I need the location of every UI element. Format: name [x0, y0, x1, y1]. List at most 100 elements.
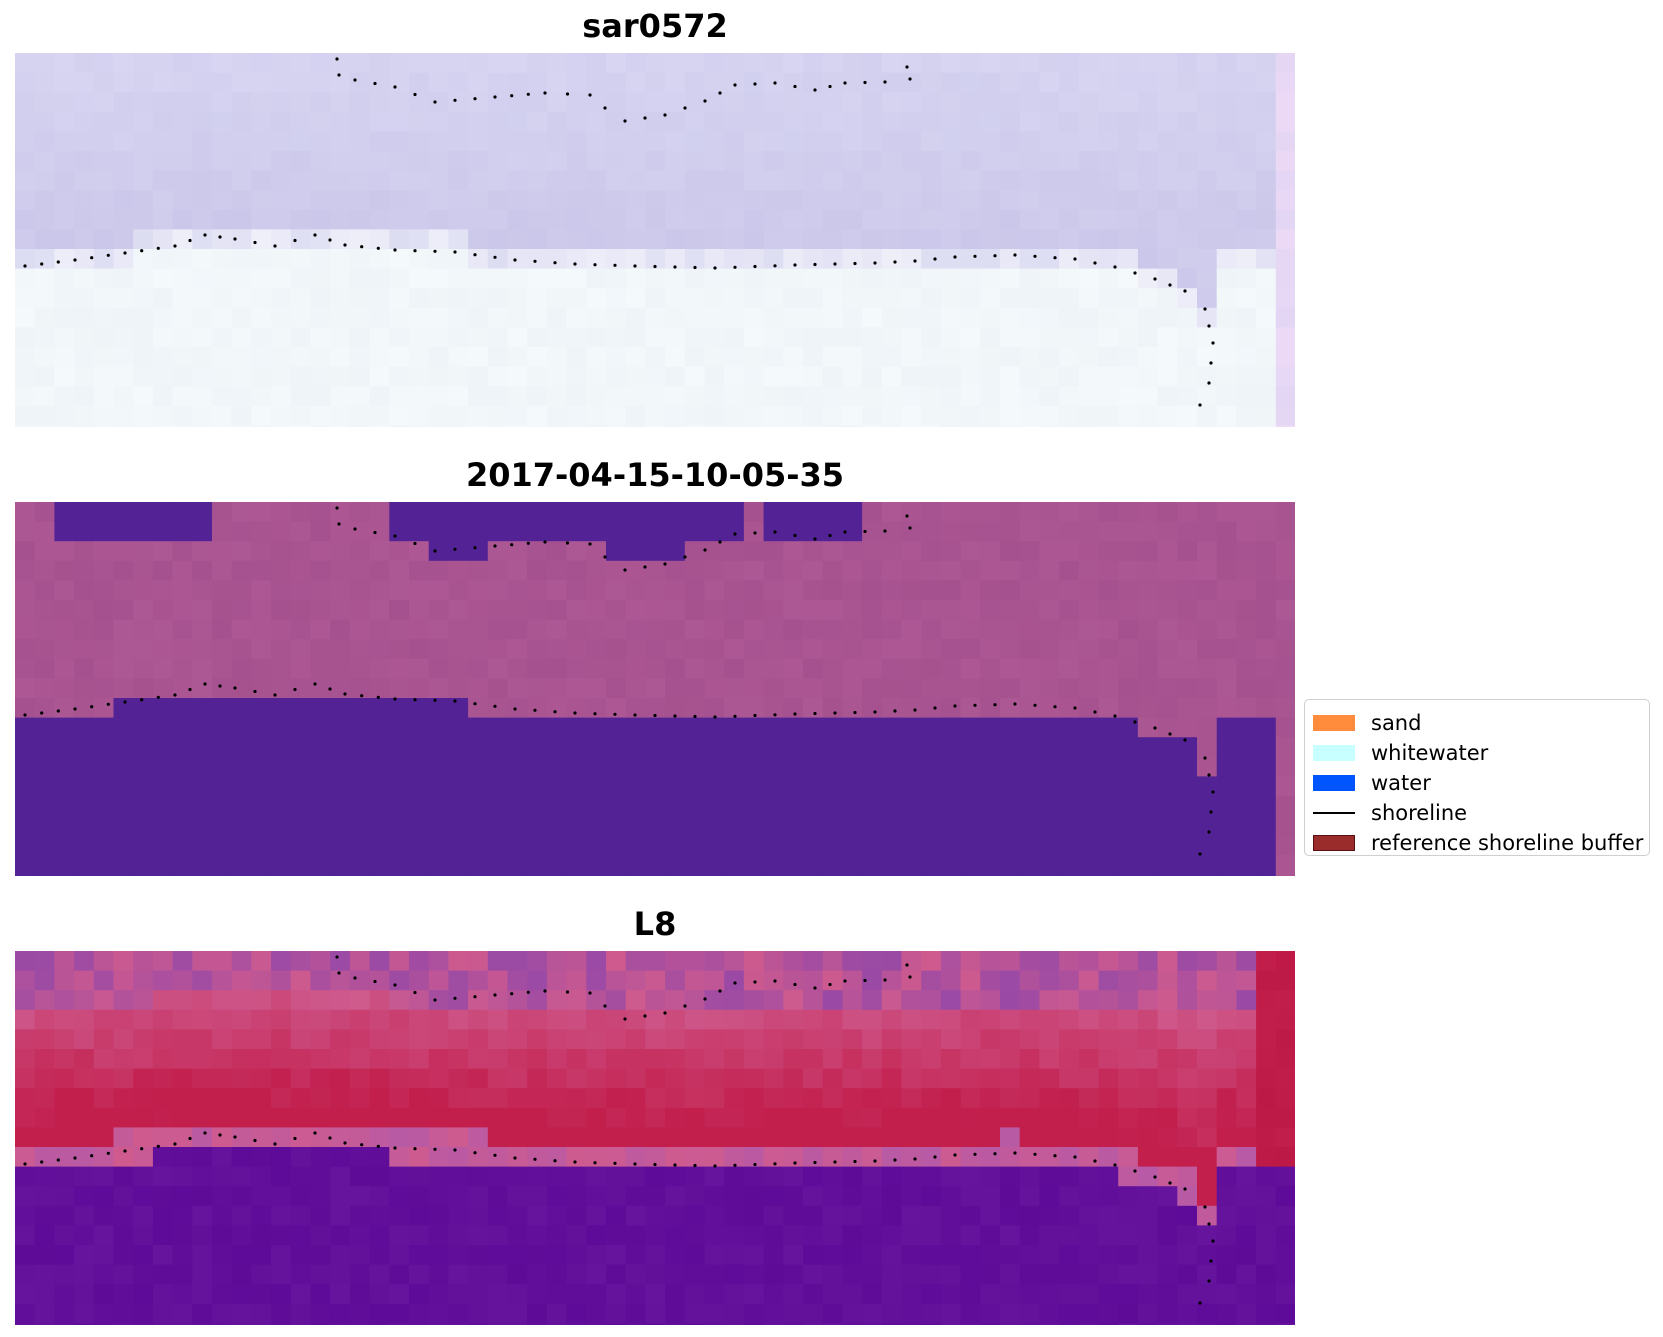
shoreline-point: [1203, 1205, 1207, 1209]
index-shoreline: [23, 955, 1215, 1305]
shoreline-point: [653, 264, 657, 269]
shoreline-point: [883, 529, 887, 533]
index-image-panel: [15, 951, 1295, 1325]
shoreline-point: [793, 712, 797, 716]
water-swatch: [1313, 775, 1355, 791]
shoreline-point: [713, 266, 717, 270]
shoreline-point: [793, 1161, 797, 1165]
shoreline-point: [1209, 361, 1213, 365]
shoreline-point: [376, 695, 380, 699]
shoreline-point: [905, 65, 909, 69]
shoreline-point: [1168, 732, 1172, 736]
shoreline-point: [173, 244, 177, 248]
shoreline-point: [156, 1144, 160, 1148]
shoreline-point: [1093, 710, 1097, 714]
legend-label-sand: sand: [1371, 711, 1422, 735]
shoreline-point: [393, 1146, 397, 1150]
shoreline-point: [613, 263, 617, 267]
shoreline-point: [953, 255, 957, 259]
shoreline-point: [623, 1017, 627, 1021]
shoreline-point: [23, 1162, 27, 1166]
rgb-image: [15, 53, 1295, 427]
shoreline-point: [993, 254, 997, 258]
shoreline-point: [493, 544, 497, 548]
shoreline-point: [793, 533, 797, 538]
shoreline-point: [933, 1155, 937, 1159]
shoreline-point: [683, 1004, 687, 1008]
shoreline-point: [453, 250, 457, 254]
shoreline-point: [203, 1131, 207, 1135]
legend-label-whitewater: whitewater: [1371, 741, 1489, 765]
shoreline-point: [603, 555, 607, 559]
panel-title-classification: 2017-04-15-10-05-35: [465, 456, 845, 494]
shoreline-point: [533, 259, 537, 263]
shoreline-point: [773, 530, 777, 534]
shoreline-point: [663, 562, 667, 566]
shoreline-point: [593, 263, 597, 267]
legend-label-water: water: [1371, 771, 1431, 795]
shoreline-point: [633, 713, 637, 717]
shoreline-point: [703, 99, 707, 103]
shoreline-point: [1153, 277, 1157, 281]
shoreline-point: [633, 264, 637, 268]
shoreline-point: [1133, 1169, 1137, 1173]
shoreline-point: [693, 714, 697, 719]
shoreline-point: [1153, 1175, 1157, 1179]
shoreline-point: [753, 1162, 757, 1167]
shoreline-point: [337, 971, 341, 975]
shoreline-point: [526, 92, 530, 96]
shoreline-point: [773, 713, 777, 717]
shoreline-point: [553, 261, 557, 265]
shoreline-point: [1168, 1181, 1172, 1185]
shoreline-point: [233, 1135, 237, 1139]
shoreline-point: [1207, 1279, 1211, 1283]
shoreline-point: [843, 81, 847, 85]
shoreline-point: [533, 1157, 537, 1161]
rgb-shoreline: [23, 57, 1215, 407]
shoreline-point: [123, 1149, 127, 1153]
shoreline-point: [663, 1011, 667, 1015]
shoreline-point: [828, 982, 832, 987]
shoreline-point: [893, 1158, 897, 1162]
shoreline-point: [1211, 1239, 1215, 1243]
shoreline-point: [673, 714, 677, 718]
shoreline-point: [643, 565, 647, 569]
shoreline-point: [908, 77, 912, 81]
shoreline-point: [337, 522, 341, 526]
shoreline-point: [453, 98, 457, 102]
shoreline-point: [813, 88, 817, 92]
shoreline-point: [573, 711, 577, 715]
shoreline-point: [337, 73, 341, 77]
index-pixels: [15, 951, 1295, 1325]
sand-swatch: [1313, 715, 1355, 731]
shoreline-point: [663, 113, 667, 117]
shoreline-point: [1053, 705, 1057, 709]
shoreline-point: [313, 682, 317, 686]
shoreline-point: [203, 233, 207, 237]
shoreline-point: [1207, 324, 1211, 328]
shoreline-point: [393, 697, 397, 701]
shoreline-point: [376, 1144, 380, 1148]
shoreline-point: [883, 978, 887, 982]
shoreline-point: [510, 543, 514, 547]
shoreline-point: [1033, 703, 1037, 707]
shoreline-point: [813, 262, 817, 267]
shoreline-point: [543, 91, 547, 95]
shoreline-point: [473, 1151, 477, 1155]
shoreline-point: [335, 506, 339, 510]
legend: sand whitewater water shoreline referenc…: [1304, 699, 1650, 856]
shoreline-point: [218, 684, 222, 688]
shoreline-point: [813, 537, 817, 541]
shoreline-point: [733, 981, 737, 985]
shoreline-point: [353, 78, 357, 82]
shoreline-point: [773, 979, 777, 983]
shoreline-point: [993, 1152, 997, 1156]
shoreline-point: [453, 699, 457, 703]
shoreline-point: [908, 975, 912, 979]
shoreline-point: [218, 235, 222, 239]
shoreline-point: [973, 703, 977, 707]
shoreline-point: [510, 992, 514, 996]
shoreline-point: [293, 238, 297, 243]
legend-item-sand: sand: [1313, 708, 1643, 738]
shoreline-point: [140, 249, 144, 253]
